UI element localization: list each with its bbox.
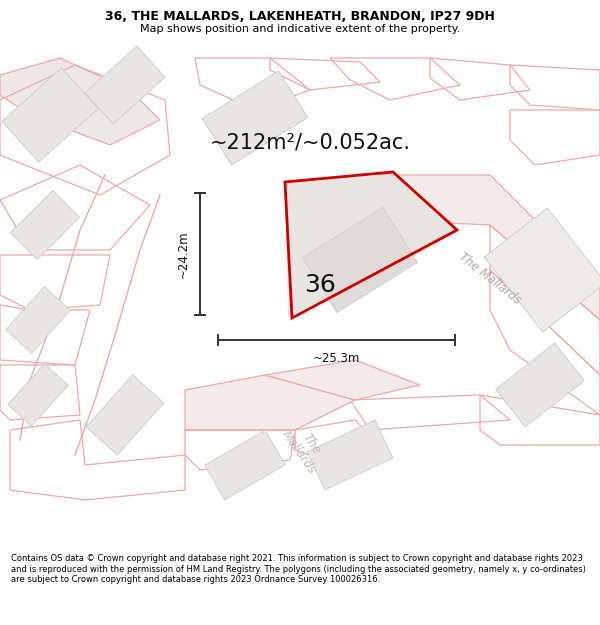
Polygon shape — [380, 175, 600, 320]
Polygon shape — [285, 175, 458, 317]
Polygon shape — [2, 68, 98, 162]
Text: ~24.2m: ~24.2m — [177, 230, 190, 278]
Text: Map shows position and indicative extent of the property.: Map shows position and indicative extent… — [140, 24, 460, 34]
Text: 36: 36 — [304, 273, 336, 297]
Polygon shape — [185, 375, 355, 430]
Text: ~212m²/~0.052ac.: ~212m²/~0.052ac. — [209, 132, 410, 152]
Polygon shape — [10, 191, 80, 259]
Polygon shape — [85, 46, 165, 124]
Text: 36, THE MALLARDS, LAKENHEATH, BRANDON, IP27 9DH: 36, THE MALLARDS, LAKENHEATH, BRANDON, I… — [105, 10, 495, 23]
Text: Contains OS data © Crown copyright and database right 2021. This information is : Contains OS data © Crown copyright and d… — [11, 554, 586, 584]
Polygon shape — [484, 208, 600, 332]
Polygon shape — [496, 343, 584, 427]
Polygon shape — [265, 360, 420, 400]
Polygon shape — [205, 430, 286, 500]
Text: The
Mallards: The Mallards — [280, 419, 331, 476]
Text: The Mallards: The Mallards — [457, 250, 524, 306]
Polygon shape — [86, 375, 164, 455]
Text: ~25.3m: ~25.3m — [313, 352, 360, 365]
Polygon shape — [307, 420, 393, 490]
Polygon shape — [202, 71, 308, 165]
Polygon shape — [5, 287, 70, 353]
Polygon shape — [8, 364, 68, 426]
Polygon shape — [0, 58, 160, 145]
Polygon shape — [302, 208, 418, 312]
